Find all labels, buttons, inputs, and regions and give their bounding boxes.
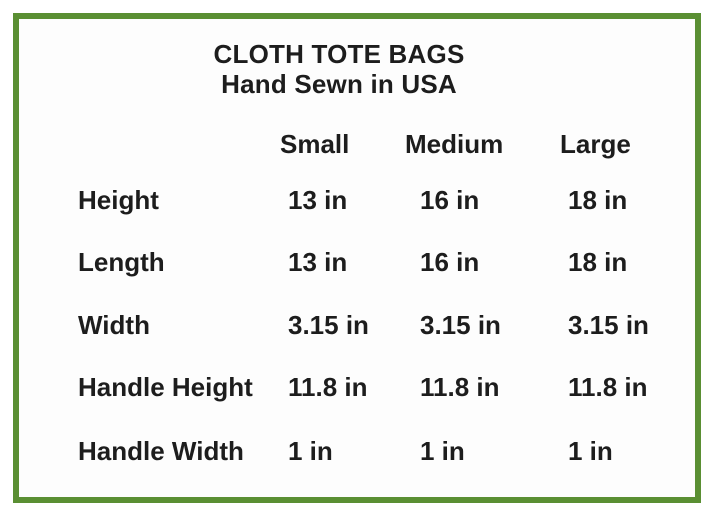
- column-header-blank: [78, 129, 288, 160]
- table-row: Height 13 in 16 in 18 in: [78, 185, 698, 216]
- chart-subtitle: Hand Sewn in USA: [221, 69, 457, 99]
- cell-value: 13 in: [288, 185, 348, 215]
- title-block: CLOTH TOTE BAGS Hand Sewn in USA: [19, 39, 659, 99]
- column-header-medium: Medium: [405, 129, 504, 159]
- table-row: Handle Height 11.8 in 11.8 in 11.8 in: [78, 372, 698, 403]
- cell-value: 16 in: [420, 247, 480, 277]
- cell-value: 18 in: [568, 185, 628, 215]
- cell-value: 11.8 in: [420, 372, 500, 402]
- row-label: Length: [78, 247, 165, 277]
- row-label: Handle Width: [78, 436, 244, 466]
- cell-value: 13 in: [288, 247, 348, 277]
- table-row: Width 3.15 in 3.15 in 3.15 in: [78, 310, 698, 341]
- table-header-row: Small Medium Large: [78, 129, 698, 160]
- column-header-small: Small: [280, 129, 350, 159]
- cell-value: 16 in: [420, 185, 480, 215]
- row-label: Handle Height: [78, 372, 253, 402]
- chart-title: CLOTH TOTE BAGS: [213, 39, 465, 69]
- cell-value: 1 in: [420, 436, 465, 466]
- cell-value: 3.15 in: [568, 310, 649, 340]
- cell-value: 11.8 in: [568, 372, 648, 402]
- size-chart-frame: CLOTH TOTE BAGS Hand Sewn in USA Small M…: [13, 13, 701, 503]
- row-label: Height: [78, 185, 159, 215]
- cell-value: 11.8 in: [288, 372, 368, 402]
- cell-value: 1 in: [288, 436, 333, 466]
- table-row: Length 13 in 16 in 18 in: [78, 247, 698, 278]
- cell-value: 3.15 in: [420, 310, 501, 340]
- column-header-large: Large: [560, 129, 631, 159]
- row-label: Width: [78, 310, 150, 340]
- table-row: Handle Width 1 in 1 in 1 in: [78, 436, 698, 467]
- cell-value: 3.15 in: [288, 310, 369, 340]
- cell-value: 1 in: [568, 436, 613, 466]
- cell-value: 18 in: [568, 247, 628, 277]
